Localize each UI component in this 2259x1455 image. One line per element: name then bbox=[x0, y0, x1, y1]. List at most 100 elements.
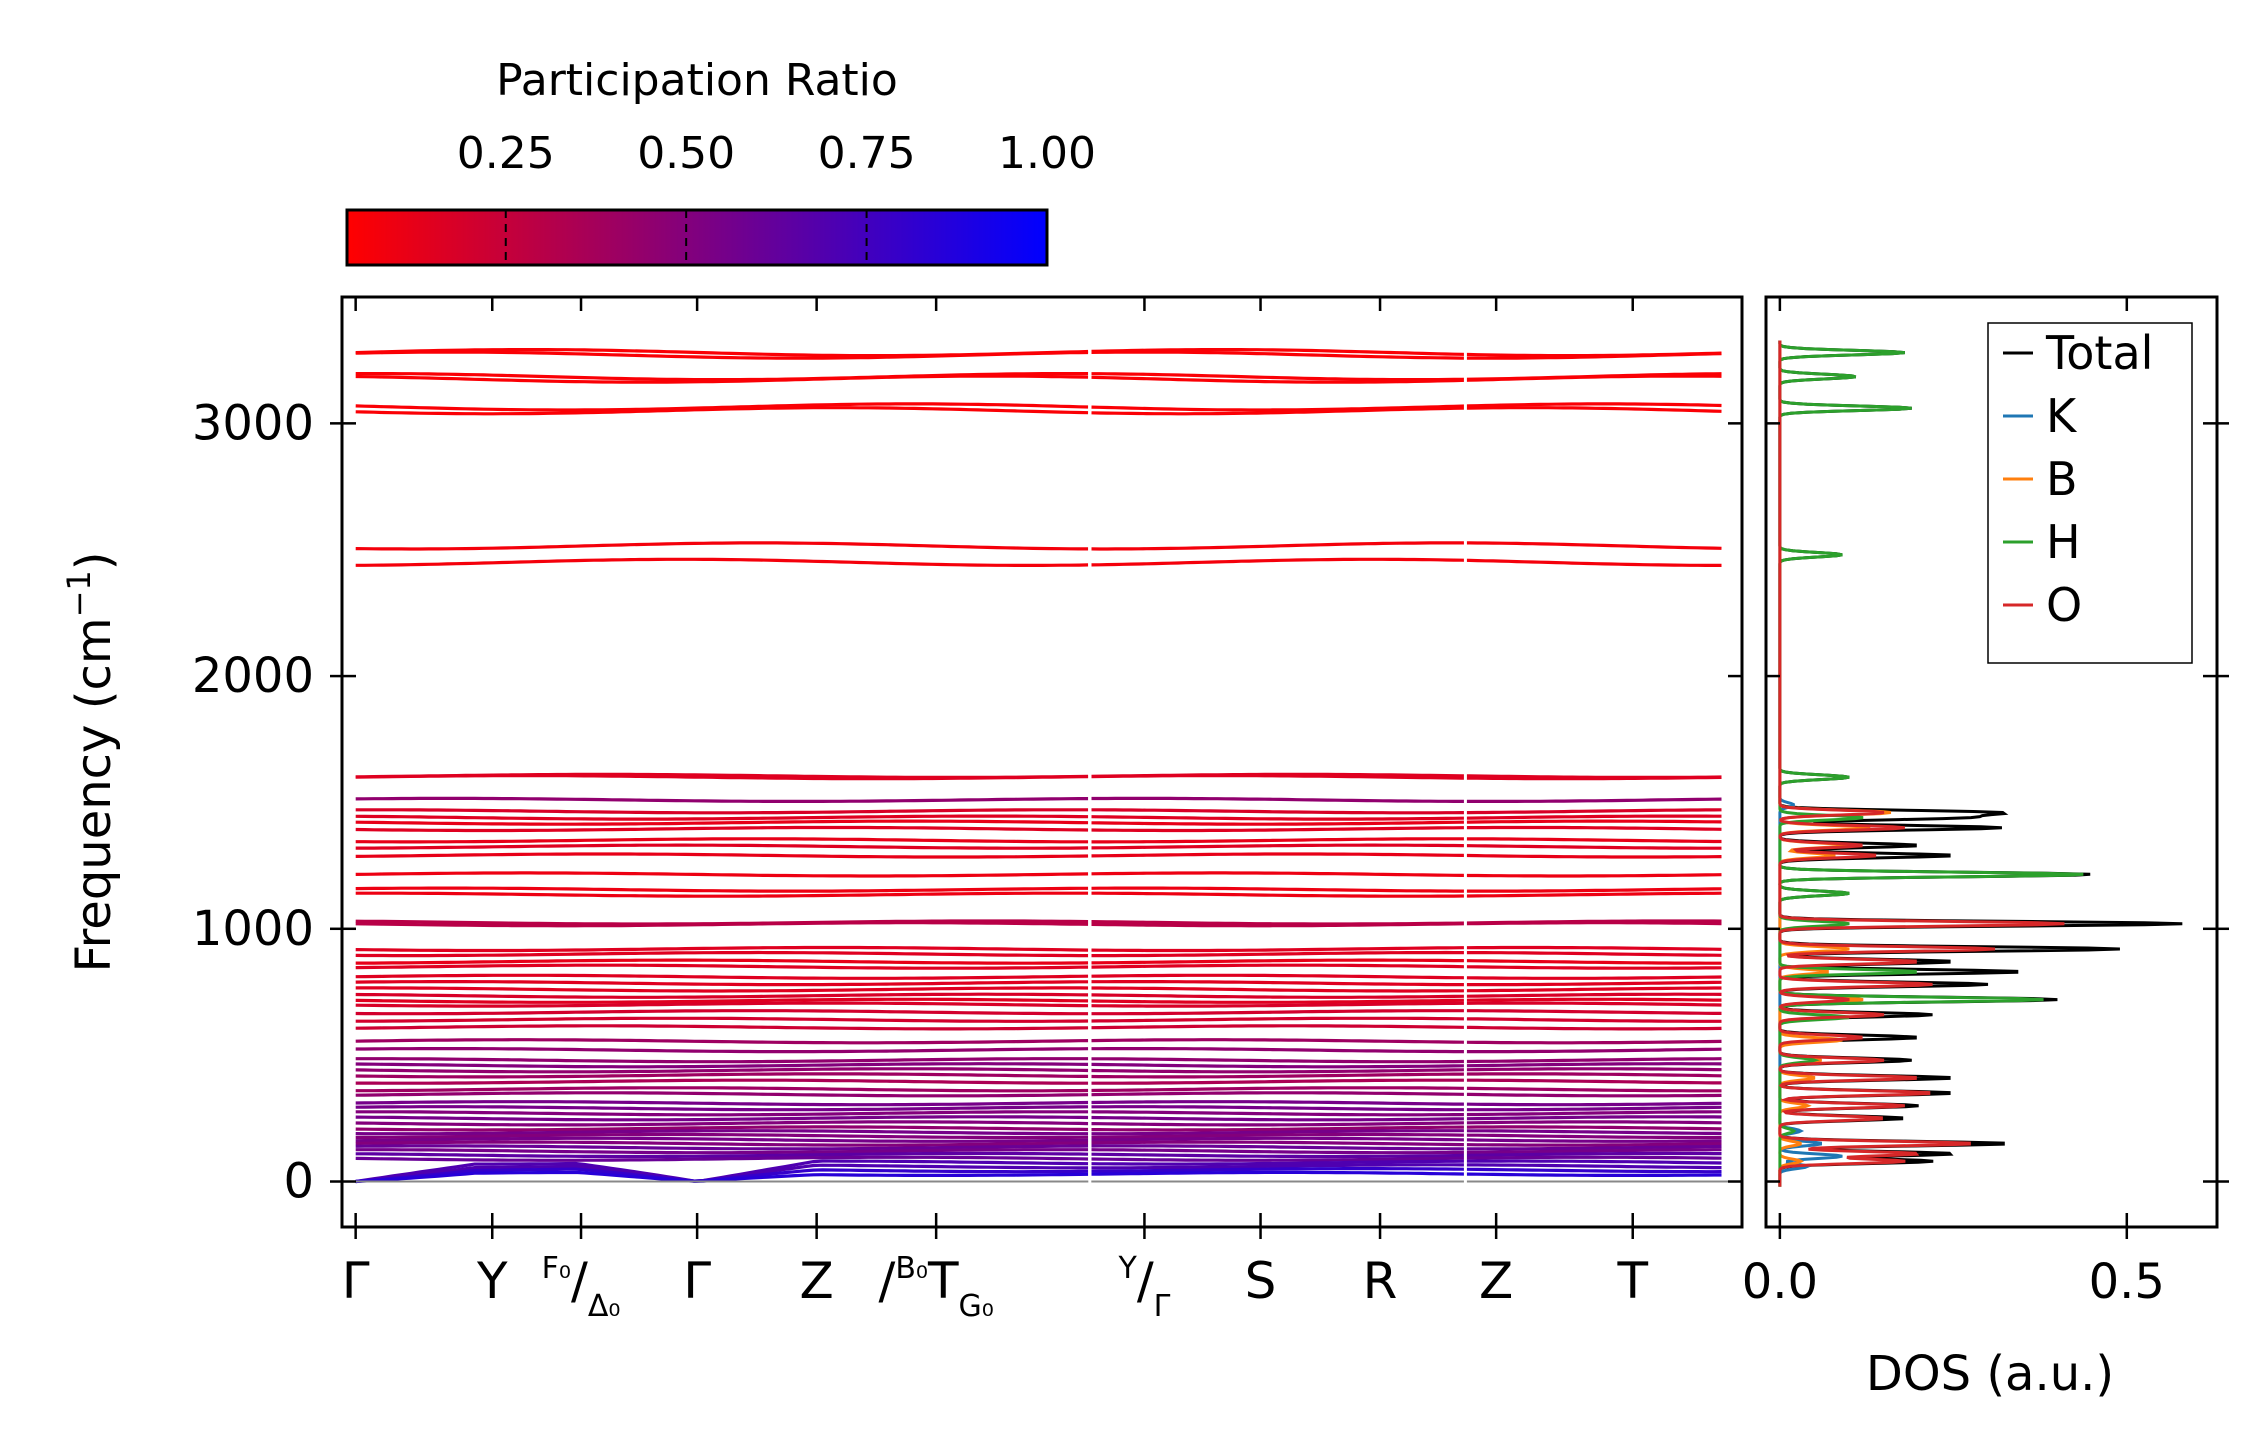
band-line bbox=[355, 921, 1089, 928]
band-line bbox=[1091, 402, 1722, 412]
y-tick-label: 2000 bbox=[192, 648, 314, 704]
band-line bbox=[1091, 958, 1722, 965]
band-line bbox=[1091, 1155, 1722, 1162]
band-line bbox=[355, 1110, 1089, 1117]
band-line bbox=[355, 997, 1089, 1004]
band-line bbox=[1091, 963, 1722, 970]
band-line bbox=[355, 1170, 1089, 1184]
y-tick-label: 3000 bbox=[192, 395, 314, 451]
band-line bbox=[1091, 921, 1722, 928]
band-line bbox=[355, 814, 1089, 821]
band-line bbox=[355, 973, 1089, 980]
band-line bbox=[1091, 825, 1722, 833]
band-line bbox=[1091, 1105, 1722, 1112]
band-line bbox=[355, 1151, 1089, 1159]
band-line bbox=[355, 1115, 1089, 1122]
band-line bbox=[355, 986, 1089, 993]
dos-axis-ticks: 0.0 0.5 bbox=[1742, 297, 2229, 1310]
band-line bbox=[355, 557, 1089, 567]
band-line bbox=[1091, 406, 1722, 416]
band-line bbox=[1091, 1129, 1722, 1136]
band-line bbox=[1091, 1078, 1722, 1085]
band-line bbox=[1091, 1100, 1722, 1107]
band-line bbox=[1091, 886, 1722, 893]
high-symmetry-label: T bbox=[1616, 1252, 1648, 1310]
high-symmetry-label: F₀/Δ₀ bbox=[542, 1251, 621, 1324]
high-symmetry-label: Y bbox=[476, 1252, 508, 1310]
band-line bbox=[1091, 541, 1722, 551]
high-symmetry-label: Γ bbox=[683, 1252, 711, 1310]
band-line bbox=[1091, 1016, 1722, 1023]
colorbar-ticks: 0.25 0.50 0.75 1.00 bbox=[457, 128, 1096, 265]
band-line bbox=[355, 1129, 1089, 1136]
band-line bbox=[355, 1100, 1089, 1107]
band-line bbox=[1091, 1024, 1722, 1031]
band-line bbox=[1091, 997, 1722, 1004]
colorbar: Participation Ratio 0.25 0.50 0.75 1.00 bbox=[345, 55, 1096, 267]
dos-axes-frame bbox=[1764, 295, 2219, 1229]
high-symmetry-label: R bbox=[1363, 1252, 1398, 1310]
y-tick-label: 0 bbox=[283, 1154, 314, 1210]
band-line bbox=[1091, 814, 1722, 821]
band-line bbox=[355, 1140, 1089, 1147]
band-line bbox=[355, 1062, 1089, 1069]
band-line bbox=[1091, 1125, 1722, 1132]
band-line bbox=[1091, 1140, 1722, 1147]
band-line bbox=[355, 837, 1089, 844]
band-line bbox=[1091, 1132, 1722, 1140]
band-line bbox=[355, 796, 1089, 803]
band-line bbox=[1091, 945, 1722, 953]
band-line bbox=[1091, 1038, 1722, 1045]
band-line bbox=[1091, 1170, 1722, 1177]
band-line bbox=[1091, 1159, 1722, 1166]
high-symmetry-label: Z bbox=[1479, 1252, 1513, 1310]
band-line bbox=[355, 1057, 1089, 1064]
band-line bbox=[355, 1120, 1089, 1127]
band-line bbox=[355, 1047, 1089, 1054]
band-line bbox=[355, 1136, 1089, 1143]
band-line bbox=[355, 1067, 1089, 1074]
band-line bbox=[355, 541, 1089, 551]
colorbar-tick-label: 0.25 bbox=[457, 128, 555, 179]
band-line bbox=[1091, 992, 1722, 999]
band-line bbox=[355, 1132, 1089, 1140]
band-line bbox=[355, 963, 1089, 970]
band-line bbox=[1091, 1062, 1722, 1069]
y-axis-label: Frequency (cm−1) bbox=[60, 551, 122, 972]
band-line bbox=[1091, 1148, 1722, 1155]
band-structure-panel: 0 1000 2000 3000 Γ Y F₀/Δ₀ Γ Z/B₀TG₀ Y/Γ S R Z T Freq… bbox=[60, 295, 1744, 1324]
band-line bbox=[355, 1078, 1089, 1085]
band-line bbox=[1091, 950, 1722, 958]
legend-label-total: Total bbox=[2045, 326, 2153, 380]
dos-x-tick-label: 0.5 bbox=[2089, 1254, 2165, 1310]
band-line bbox=[1091, 1163, 1722, 1170]
band-line bbox=[1091, 1091, 1722, 1098]
legend-label-h: H bbox=[2046, 515, 2081, 569]
band-line bbox=[1091, 980, 1722, 987]
band-line bbox=[355, 1148, 1089, 1155]
band-line bbox=[1091, 1009, 1722, 1016]
band-line bbox=[1091, 808, 1722, 815]
band-line bbox=[355, 1105, 1089, 1112]
legend-label-b: B bbox=[2046, 452, 2078, 506]
band-line bbox=[355, 992, 1089, 999]
high-symmetry-label: Y/Γ bbox=[1117, 1251, 1170, 1324]
band-line bbox=[1091, 986, 1722, 993]
band-line bbox=[1091, 973, 1722, 980]
band-axes-frame bbox=[340, 295, 1744, 1229]
band-line bbox=[355, 819, 1089, 826]
band-line bbox=[1091, 1151, 1722, 1159]
band-line bbox=[355, 958, 1089, 965]
band-line bbox=[355, 1125, 1089, 1132]
band-line bbox=[355, 1009, 1089, 1016]
high-symmetry-label: Z bbox=[800, 1252, 834, 1310]
band-line bbox=[1091, 774, 1722, 781]
colorbar-tick-label: 0.75 bbox=[818, 128, 916, 179]
band-line bbox=[1091, 819, 1722, 826]
band-line bbox=[355, 1038, 1089, 1045]
high-symmetry-label: /B₀TG₀ bbox=[878, 1251, 993, 1324]
